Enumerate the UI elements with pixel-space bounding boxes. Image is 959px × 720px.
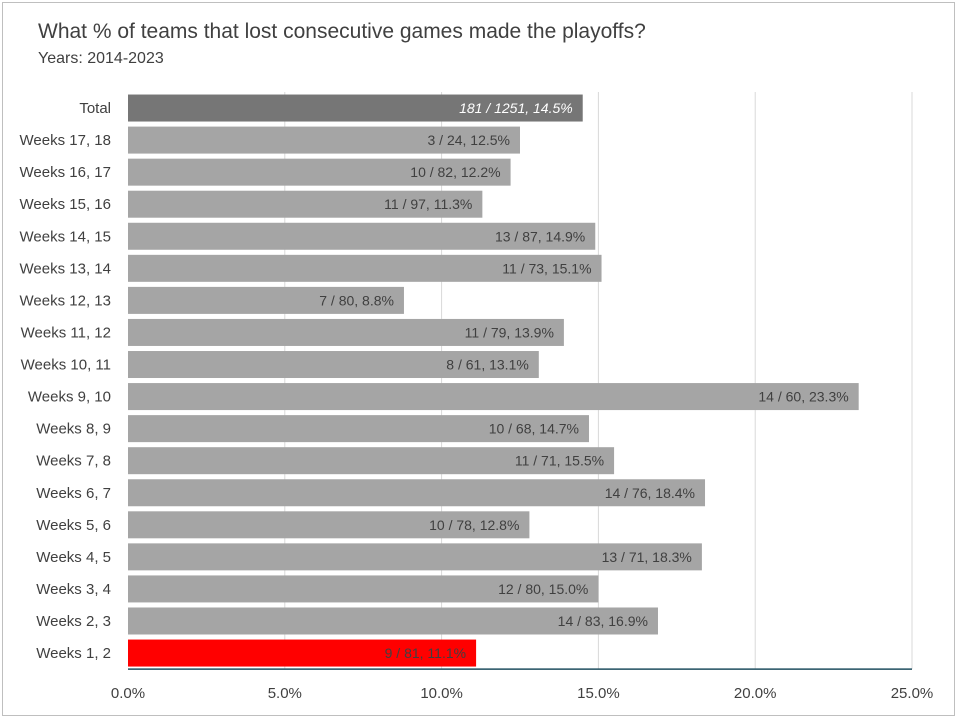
data-label: 181 / 1251, 14.5%	[459, 100, 573, 116]
bar	[128, 415, 589, 443]
data-label: 7 / 80, 8.8%	[319, 292, 394, 308]
data-label: 11 / 73, 15.1%	[502, 260, 591, 276]
bar	[128, 607, 658, 635]
data-label: 14 / 60, 23.3%	[758, 389, 848, 405]
x-tick-label: 20.0%	[734, 685, 777, 702]
data-label: 13 / 71, 18.3%	[602, 549, 692, 565]
chart-subtitle: Years: 2014-2023	[38, 50, 164, 67]
data-label: 14 / 76, 18.4%	[605, 485, 695, 501]
bar	[128, 479, 706, 507]
category-label: Weeks 12, 13	[20, 292, 111, 309]
category-label: Weeks 14, 15	[20, 228, 111, 245]
bar	[128, 383, 859, 411]
category-label: Weeks 7, 8	[36, 453, 111, 470]
x-tick-label: 5.0%	[268, 685, 302, 702]
data-label: 13 / 87, 14.9%	[495, 228, 585, 244]
bar	[128, 543, 702, 571]
category-label: Weeks 6, 7	[36, 485, 111, 502]
category-label: Weeks 5, 6	[36, 517, 111, 534]
data-label: 10 / 68, 14.7%	[489, 421, 579, 437]
data-label: 9 / 81, 11.1%	[385, 645, 466, 661]
bar	[128, 126, 520, 154]
category-label: Weeks 2, 3	[36, 613, 111, 630]
bar	[128, 222, 596, 250]
bar	[128, 351, 539, 379]
category-label: Total	[79, 100, 111, 117]
bar	[128, 447, 615, 475]
chart-title: What % of teams that lost consecutive ga…	[38, 20, 646, 43]
data-label: 11 / 97, 11.3%	[384, 196, 472, 212]
category-label: Weeks 17, 18	[20, 132, 111, 149]
x-tick-label: 10.0%	[420, 685, 463, 702]
category-label: Weeks 16, 17	[20, 164, 111, 181]
bar	[128, 158, 511, 186]
x-tick-label: 15.0%	[577, 685, 620, 702]
bar	[128, 318, 564, 346]
category-label: Weeks 10, 11	[21, 357, 111, 374]
data-label: 14 / 83, 16.9%	[558, 613, 648, 629]
bar	[128, 286, 404, 314]
data-label: 3 / 24, 12.5%	[427, 132, 510, 148]
data-label: 8 / 61, 13.1%	[446, 357, 529, 373]
category-label: Weeks 1, 2	[36, 645, 111, 662]
bar	[128, 254, 602, 282]
category-label: Weeks 8, 9	[36, 421, 111, 438]
category-label: Weeks 11, 12	[21, 324, 111, 341]
category-label: Weeks 3, 4	[36, 581, 111, 598]
category-label: Weeks 9, 10	[28, 389, 111, 406]
data-label: 10 / 82, 12.2%	[410, 164, 500, 180]
category-label: Weeks 13, 14	[20, 260, 111, 277]
x-tick-label: 0.0%	[111, 685, 145, 702]
bar	[128, 94, 583, 122]
data-label: 10 / 78, 12.8%	[429, 517, 519, 533]
data-label: 11 / 79, 13.9%	[465, 324, 554, 340]
data-label: 11 / 71, 15.5%	[515, 453, 604, 469]
category-label: Weeks 4, 5	[36, 549, 111, 566]
bar	[128, 190, 483, 218]
bar	[128, 511, 530, 539]
x-tick-label: 25.0%	[891, 685, 934, 702]
bar	[128, 575, 599, 603]
category-label: Weeks 15, 16	[20, 196, 111, 213]
data-label: 12 / 80, 15.0%	[498, 581, 588, 597]
bar	[128, 639, 477, 667]
